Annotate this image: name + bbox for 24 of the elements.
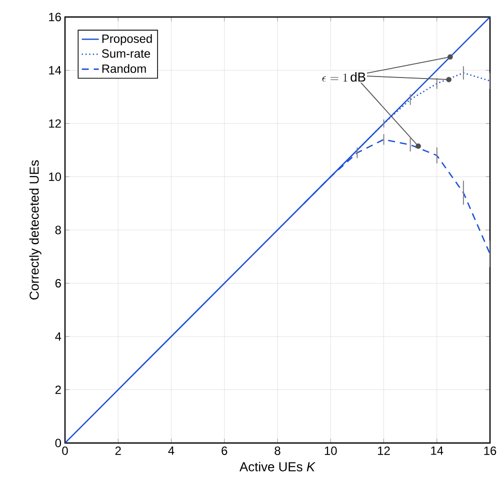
x-tick-label: 16	[484, 446, 496, 455]
y-tick-label: 6	[55, 279, 61, 288]
x-tick-label: 14	[431, 446, 444, 455]
y-tick-label: 16	[49, 12, 61, 22]
x-tick-label: 0	[62, 446, 68, 455]
y-tick-label: 2	[55, 386, 61, 394]
x-tick-label: 4	[168, 446, 174, 455]
x-tick-label: 2	[115, 446, 121, 455]
x-tick-label: 8	[274, 446, 280, 455]
legend-label: Sum-rate	[102, 49, 150, 58]
annotation: $\epsilon = 1\,\mathrm{dB}$	[322, 72, 366, 82]
legend-label: Random	[102, 64, 146, 73]
y-tick-label: 12	[49, 119, 61, 128]
x-tick-label: 6	[222, 446, 228, 455]
legend-label: Proposed	[102, 34, 152, 46]
y-tick-label: 10	[49, 172, 62, 181]
y-tick-label: 0	[55, 438, 62, 448]
x-tick-label: 12	[378, 446, 390, 455]
y-tick-label: 8	[55, 226, 61, 234]
y-tick-label: 4	[55, 332, 62, 341]
x-axis-title: Active UEs K	[240, 462, 316, 472]
y-axis-title: Correctly deteceted UEs	[29, 160, 42, 300]
x-tick-label: 10	[324, 446, 337, 455]
y-tick-label: 14	[49, 66, 62, 74]
